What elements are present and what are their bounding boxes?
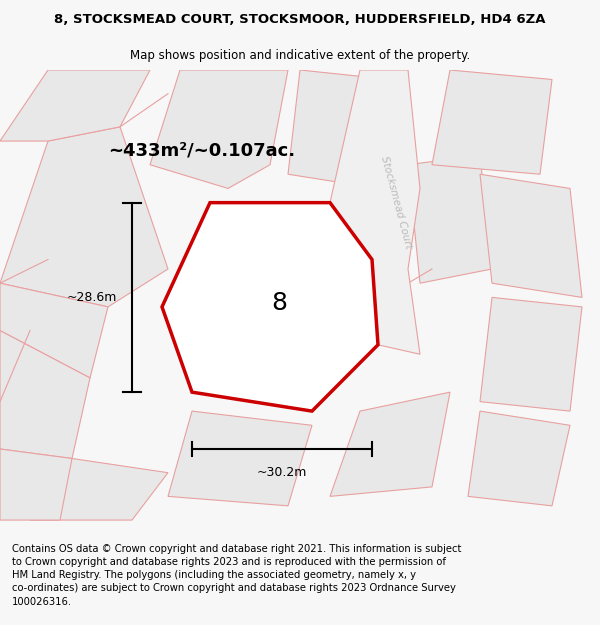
Polygon shape [468, 411, 570, 506]
Polygon shape [162, 202, 378, 411]
Polygon shape [0, 70, 150, 141]
Text: Contains OS data © Crown copyright and database right 2021. This information is : Contains OS data © Crown copyright and d… [12, 544, 461, 606]
Polygon shape [408, 155, 492, 283]
Polygon shape [0, 127, 168, 307]
Text: ~433m²/~0.107ac.: ~433m²/~0.107ac. [108, 141, 295, 159]
Polygon shape [30, 459, 168, 520]
Text: Map shows position and indicative extent of the property.: Map shows position and indicative extent… [130, 49, 470, 62]
Polygon shape [432, 70, 552, 174]
Polygon shape [480, 174, 582, 298]
Polygon shape [0, 331, 90, 459]
Polygon shape [0, 449, 72, 520]
Polygon shape [288, 70, 390, 189]
Text: 8: 8 [271, 291, 287, 315]
Polygon shape [0, 283, 108, 378]
Polygon shape [480, 298, 582, 411]
Text: ~30.2m: ~30.2m [257, 466, 307, 479]
Text: Stocksmead Court: Stocksmead Court [379, 155, 413, 250]
Polygon shape [330, 392, 450, 496]
Polygon shape [330, 70, 420, 354]
Polygon shape [168, 411, 312, 506]
Text: ~28.6m: ~28.6m [67, 291, 117, 304]
Text: 8, STOCKSMEAD COURT, STOCKSMOOR, HUDDERSFIELD, HD4 6ZA: 8, STOCKSMEAD COURT, STOCKSMOOR, HUDDERS… [54, 12, 546, 26]
Polygon shape [150, 70, 288, 189]
